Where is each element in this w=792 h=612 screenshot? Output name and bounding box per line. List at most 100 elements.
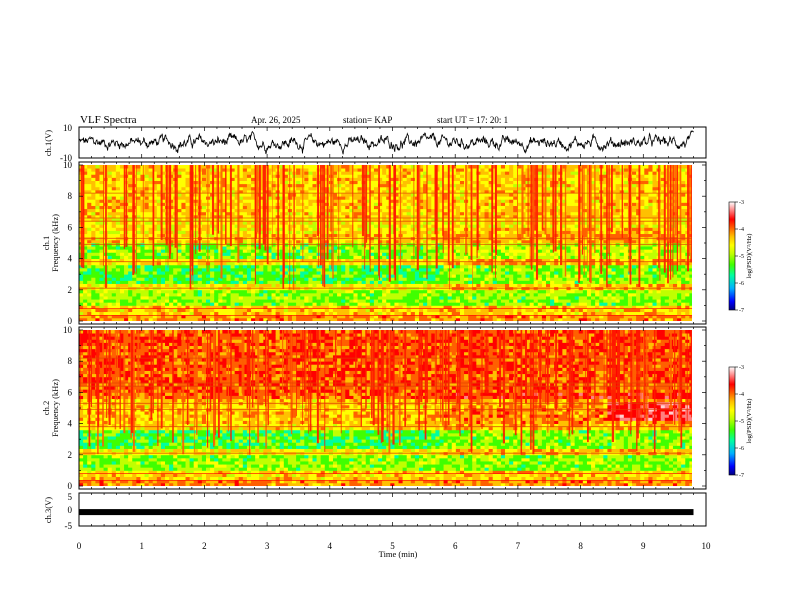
spectrogram-cell xyxy=(271,221,277,225)
spectrogram-cell xyxy=(160,311,166,316)
spectrogram-cell xyxy=(271,314,277,319)
spectrogram-cell xyxy=(279,186,285,191)
spectrogram-cell xyxy=(251,177,256,181)
spectrogram-cell xyxy=(419,267,424,272)
spectrogram-cell xyxy=(119,171,125,175)
spectrogram-cell xyxy=(427,211,432,216)
spectrogram-cell xyxy=(410,258,416,263)
spectrogram-cell xyxy=(472,311,477,316)
spectrogram-cell xyxy=(447,292,453,297)
spectrogram-cell xyxy=(353,280,358,284)
spectrogram-cell xyxy=(185,214,191,219)
spectrogram-cell xyxy=(361,299,367,303)
spectrogram-cell xyxy=(177,189,182,194)
spectrogram-cell xyxy=(267,189,272,194)
spectrogram-cell xyxy=(308,267,313,272)
spectrogram-cell xyxy=(455,258,461,263)
spectrogram-cell xyxy=(242,264,248,269)
spectrogram-cell xyxy=(230,183,236,188)
spectrogram-cell xyxy=(435,314,440,319)
spectrogram-cell xyxy=(427,296,432,300)
spectrogram-cell xyxy=(246,252,252,256)
spectrogram-cell xyxy=(238,202,244,206)
spectrogram-cell xyxy=(144,299,150,303)
spectrogram-cell xyxy=(140,186,145,191)
spectrogram-cell xyxy=(419,174,424,178)
spectrogram-cell xyxy=(369,214,375,219)
spectrogram-cell xyxy=(472,274,477,278)
spectrogram-cell xyxy=(443,267,449,272)
spectrogram-cell xyxy=(353,214,358,219)
spectrogram-cell xyxy=(459,255,465,259)
spectrogram-cell xyxy=(361,311,367,316)
spectrogram-cell xyxy=(267,227,272,231)
spectrogram-cell xyxy=(136,227,141,231)
spectrogram-cell xyxy=(185,230,191,235)
spectrogram-cell xyxy=(287,239,293,244)
spectrogram-cell xyxy=(353,183,358,188)
spectrogram-cell xyxy=(341,261,346,266)
spectrogram-cell xyxy=(156,180,162,185)
spectrogram-cell xyxy=(476,317,481,321)
spectrogram-cell xyxy=(173,302,178,306)
spectrogram-cell xyxy=(369,252,375,256)
spectrogram-cell xyxy=(427,308,432,313)
spectrogram-cell xyxy=(304,186,309,191)
spectrogram-cell xyxy=(386,233,391,238)
spectrogram-cell xyxy=(160,302,166,306)
spectrogram-cell xyxy=(177,193,182,197)
spectrogram-cell xyxy=(148,189,154,194)
spectrogram-cell xyxy=(255,305,260,309)
spectrogram-cell xyxy=(451,183,457,188)
spectrogram-cell xyxy=(304,165,309,169)
spectrogram-cell xyxy=(373,314,379,319)
spectrogram-cell xyxy=(251,239,256,244)
spectrogram-cell xyxy=(91,165,96,169)
spectrogram-cell xyxy=(246,214,252,219)
spectrogram-cell xyxy=(443,239,449,244)
spectrogram-cell xyxy=(410,280,416,284)
spectrogram-cell xyxy=(406,314,412,319)
spectrogram-cell xyxy=(296,258,301,263)
spectrogram-cell xyxy=(169,168,174,172)
spectrogram-cell xyxy=(447,196,453,200)
spectrogram-cell xyxy=(234,308,240,313)
spectrogram-cell xyxy=(87,205,92,210)
spectrogram-cell xyxy=(267,186,272,191)
spectrogram-cell xyxy=(95,308,100,313)
spectrogram-cell xyxy=(390,171,395,175)
spectrogram-cell xyxy=(341,274,346,278)
spectrogram-cell xyxy=(259,296,264,300)
spectrogram-cell xyxy=(337,255,342,259)
spectrogram-cell xyxy=(328,261,334,266)
spectrogram-cell xyxy=(427,208,432,213)
spectrogram-cell xyxy=(267,218,272,222)
spectrogram-cell xyxy=(398,311,404,316)
spectrogram-cell xyxy=(431,202,436,206)
spectrogram-cell xyxy=(283,233,289,238)
spectrogram-cell xyxy=(144,205,150,210)
spectrogram-cell xyxy=(320,289,326,294)
spectrogram-cell xyxy=(431,314,436,319)
spectrogram-cell xyxy=(177,180,182,185)
spectrogram-cell xyxy=(201,165,207,169)
spectrogram-cell xyxy=(312,271,317,275)
spectrogram-cell xyxy=(218,302,223,306)
spectrogram-cell xyxy=(136,218,141,222)
spectrogram-cell xyxy=(115,283,121,288)
spectrogram-cell xyxy=(472,186,477,191)
spectrogram-cell xyxy=(414,311,420,316)
spectrogram-cell xyxy=(83,211,88,216)
spectrogram-cell xyxy=(193,264,199,269)
spectrogram-cell xyxy=(214,177,219,181)
spectrogram-cell xyxy=(373,189,379,194)
spectrogram-cell xyxy=(312,180,317,185)
spectrogram-cell xyxy=(365,174,371,178)
spectrogram-cell xyxy=(103,289,109,294)
spectrogram-cell xyxy=(160,314,166,319)
spectrogram-cell xyxy=(287,277,293,281)
spectrogram-cell xyxy=(99,221,104,225)
spectrogram-cell xyxy=(140,230,145,235)
spectrogram-cell xyxy=(99,165,104,169)
spectrogram-cell xyxy=(431,227,436,231)
